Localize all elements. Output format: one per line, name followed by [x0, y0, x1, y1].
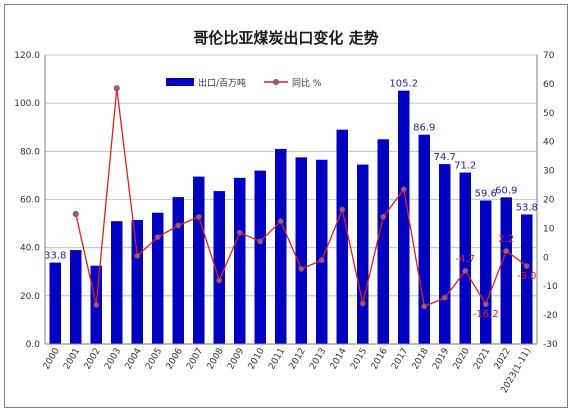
bar [521, 214, 533, 344]
legend: 出口/百万吨 同比 % [166, 77, 322, 89]
bar [316, 159, 328, 344]
bar-layer [49, 90, 533, 344]
chart-title: 哥伦比亚煤炭出口变化 走势 [193, 29, 378, 47]
y-right-tick-label: 20 [543, 196, 555, 206]
bar [49, 262, 61, 344]
yoy-point [339, 206, 346, 213]
y-left-tick-label: 100.0 [14, 99, 40, 109]
yoy-point [236, 229, 243, 236]
y-right-tick-label: -20 [543, 311, 558, 321]
yoy-point [72, 210, 79, 217]
bar-data-label: 53.8 [516, 202, 538, 213]
yoy-point [482, 301, 489, 308]
yoy-point [441, 294, 448, 301]
yoy-point [462, 267, 469, 274]
yoy-point [257, 238, 264, 245]
legend-label-bar: 出口/百万吨 [198, 77, 246, 89]
y-left-tick-label: 60.0 [20, 196, 40, 206]
data-label-layer: 33.8 105.2 86.9 74.771.2 59.660.9 53.8 -4.7 -16… [44, 79, 538, 320]
bar [439, 164, 451, 344]
y-right-tick-label: 30 [543, 167, 555, 177]
y-right-tick-label: 50 [543, 109, 555, 119]
bar [193, 176, 205, 344]
legend-swatch-marker [272, 79, 279, 86]
bar-data-label: 33.8 [44, 251, 66, 262]
bar-data-label: 59.6 [475, 188, 497, 199]
bar [275, 148, 287, 344]
bar [131, 219, 143, 344]
bar [111, 221, 123, 344]
bar [459, 172, 471, 344]
legend-label-line: 同比 % [292, 77, 322, 89]
yoy-data-label: 2.2 [498, 234, 514, 245]
bar [357, 164, 369, 344]
y-right-tick-label: -30 [543, 340, 558, 350]
bar [152, 212, 164, 344]
y-right-tick-label: 0 [543, 253, 549, 263]
bar [213, 191, 225, 344]
yoy-point [175, 222, 182, 229]
yoy-point [400, 186, 407, 193]
yoy-data-label: -3.0 [517, 271, 537, 282]
line-layer [72, 85, 530, 310]
yoy-point [134, 252, 141, 259]
yoy-data-label: -4.7 [455, 254, 475, 265]
bar [398, 90, 410, 344]
bar [172, 197, 184, 344]
y-right-tick-label: -10 [543, 282, 558, 292]
yoy-point [421, 303, 428, 310]
yoy-point [380, 213, 387, 220]
y-left-tick-label: 80.0 [20, 147, 40, 157]
yoy-point [359, 300, 366, 307]
yoy-data-label: -16.2 [473, 309, 499, 320]
yoy-point [277, 218, 284, 225]
y-left-tick-label: 20.0 [20, 292, 40, 302]
bar-data-label: 74.7 [434, 152, 456, 163]
bar [500, 197, 512, 344]
y-right-tick-label: 60 [543, 80, 555, 90]
yoy-point [523, 262, 530, 269]
legend-swatch-bar [166, 78, 194, 86]
bar [295, 157, 307, 344]
bar-data-label: 60.9 [495, 185, 517, 196]
bar-data-label: 86.9 [413, 123, 435, 134]
bar [418, 134, 430, 344]
yoy-point [298, 265, 305, 272]
yoy-point [216, 277, 223, 284]
y-left-tick-label: 40.0 [20, 244, 40, 254]
y-right-tick-label: 70 [543, 51, 555, 61]
bar-data-label: 105.2 [389, 79, 418, 90]
y-left-tick-label: 120.0 [14, 51, 40, 61]
bar [70, 250, 82, 344]
bar [234, 177, 246, 344]
yoy-point [154, 234, 161, 241]
bar-data-label: 71.2 [454, 161, 476, 172]
bar [336, 129, 348, 344]
bar [377, 139, 389, 344]
y-right-tick-label: 10 [543, 224, 555, 234]
yoy-point [318, 257, 325, 264]
yoy-point [113, 85, 120, 92]
bar [480, 200, 492, 344]
bar [254, 170, 266, 344]
yoy-point [93, 301, 100, 308]
y-right-tick-label: 40 [543, 138, 555, 148]
y-left-tick-label: 0.0 [26, 340, 41, 350]
yoy-point [503, 247, 510, 254]
yoy-point [195, 213, 202, 220]
